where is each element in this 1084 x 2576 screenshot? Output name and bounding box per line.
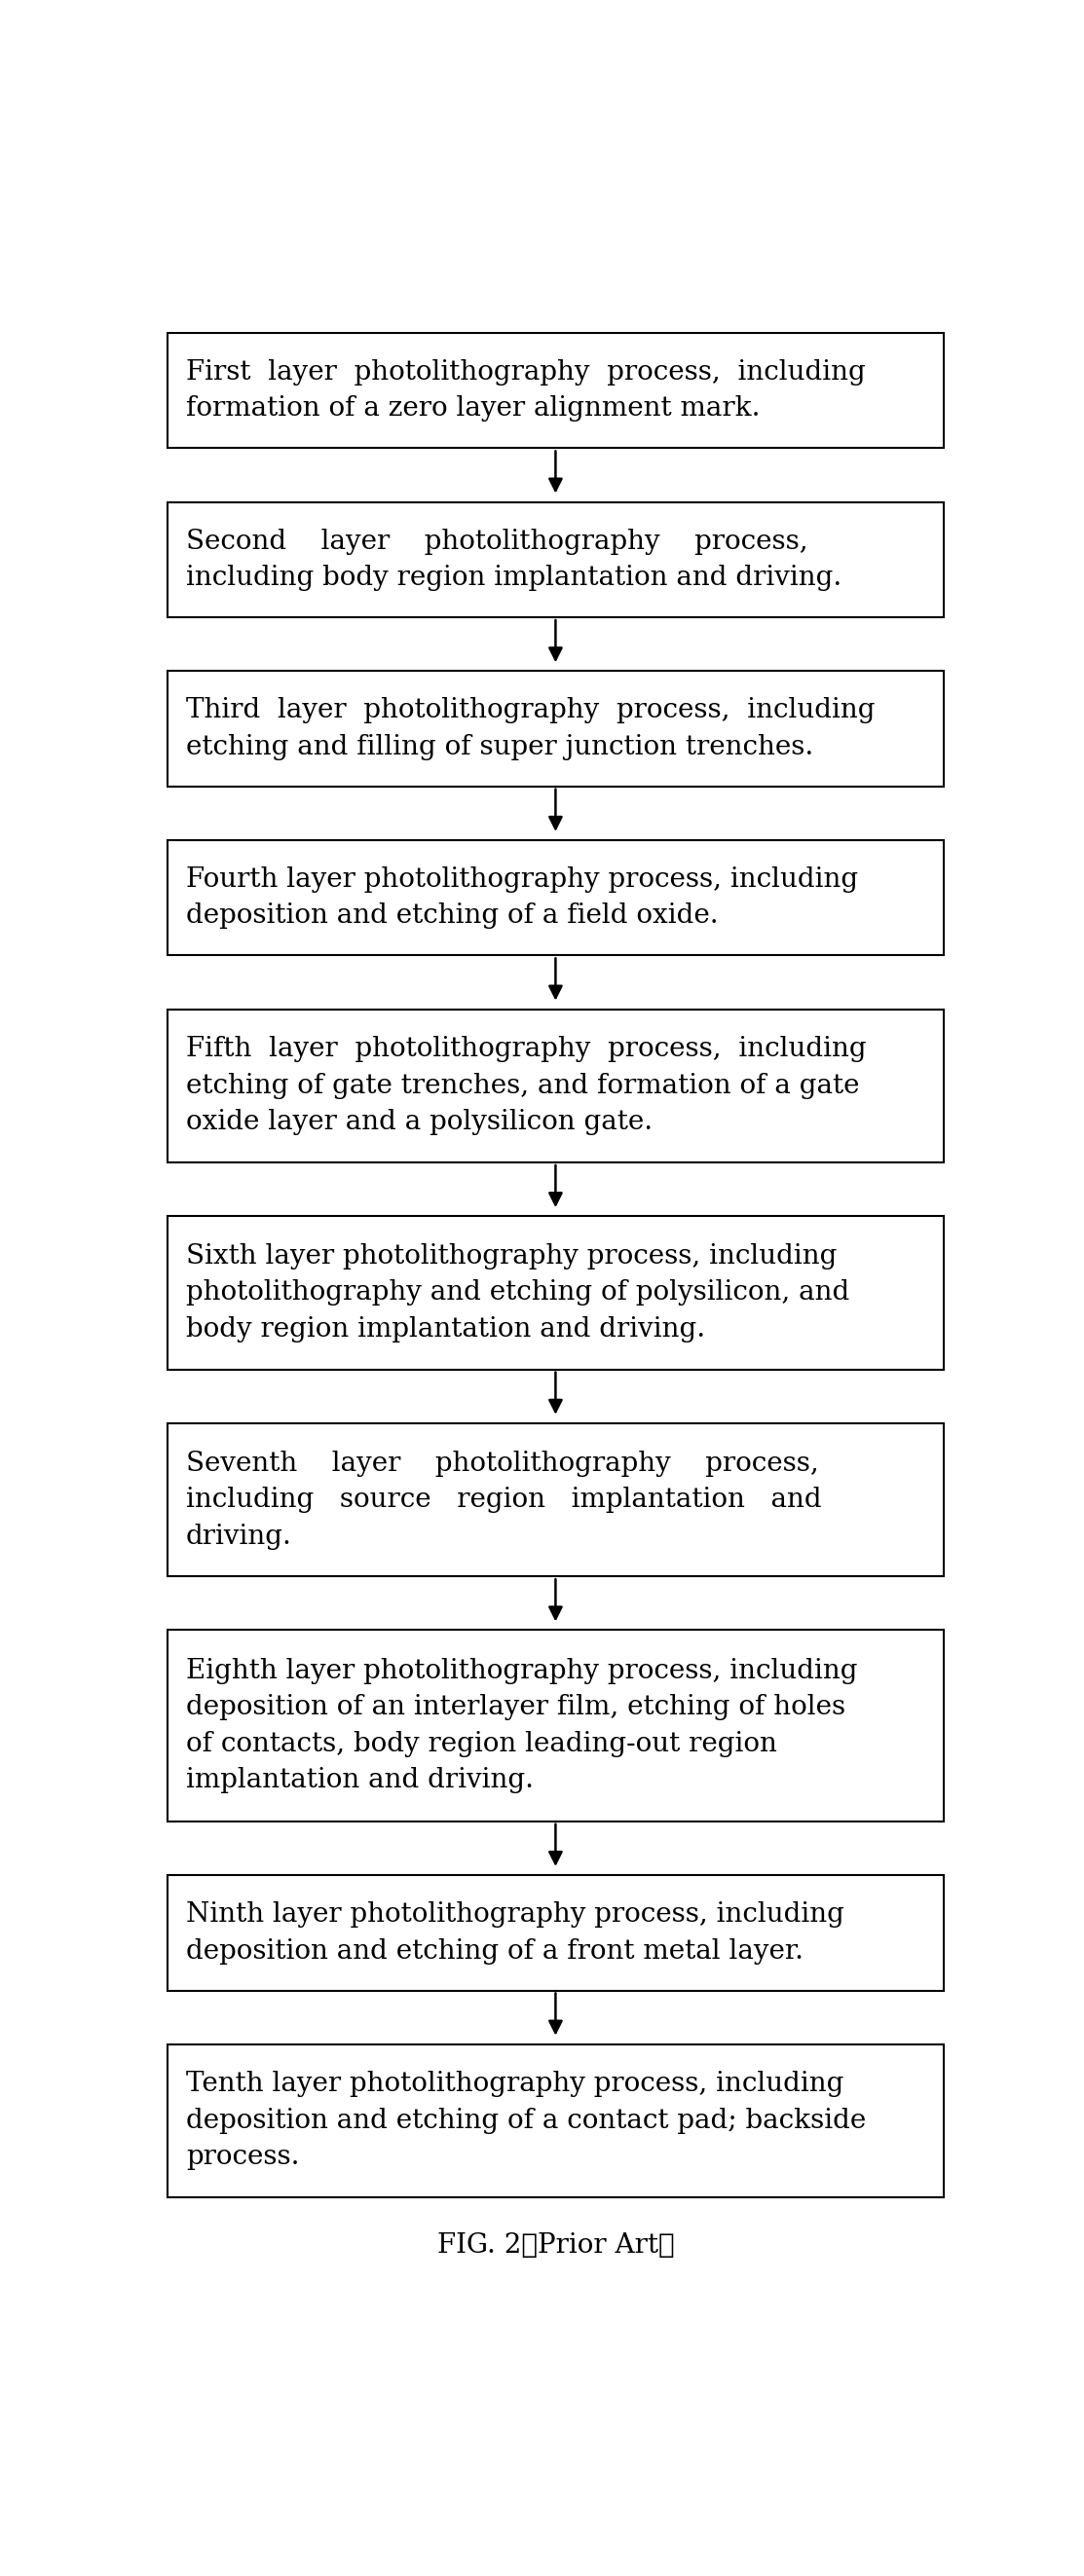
Text: Second    layer    photolithography    process,
including body region implantati: Second layer photolithography process, i… — [186, 528, 841, 590]
Text: FIG. 2（Prior Art）: FIG. 2（Prior Art） — [437, 2231, 674, 2259]
Text: Sixth layer photolithography process, including
photolithography and etching of : Sixth layer photolithography process, in… — [186, 1244, 850, 1342]
Bar — [167, 1631, 944, 1821]
Text: Fifth  layer  photolithography  process,  including
etching of gate trenches, an: Fifth layer photolithography process, in… — [186, 1036, 866, 1136]
Text: Ninth layer photolithography process, including
deposition and etching of a fron: Ninth layer photolithography process, in… — [186, 1901, 844, 1963]
Bar — [167, 672, 944, 786]
Bar — [167, 1216, 944, 1370]
Bar — [167, 502, 944, 618]
Text: Fourth layer photolithography process, including
deposition and etching of a fie: Fourth layer photolithography process, i… — [186, 866, 859, 930]
Text: Eighth layer photolithography process, including
deposition of an interlayer fil: Eighth layer photolithography process, i… — [186, 1659, 857, 1793]
Bar — [167, 840, 944, 956]
Bar — [167, 2045, 944, 2197]
Bar — [167, 1422, 944, 1577]
Bar — [167, 332, 944, 448]
Text: Seventh    layer    photolithography    process,
including   source   region   i: Seventh layer photolithography process, … — [186, 1450, 822, 1551]
Text: First  layer  photolithography  process,  including
formation of a zero layer al: First layer photolithography process, in… — [186, 358, 865, 422]
Bar — [167, 1875, 944, 1991]
Text: Third  layer  photolithography  process,  including
etching and filling of super: Third layer photolithography process, in… — [186, 698, 875, 760]
Bar — [167, 1010, 944, 1162]
Text: Tenth layer photolithography process, including
deposition and etching of a cont: Tenth layer photolithography process, in… — [186, 2071, 866, 2172]
